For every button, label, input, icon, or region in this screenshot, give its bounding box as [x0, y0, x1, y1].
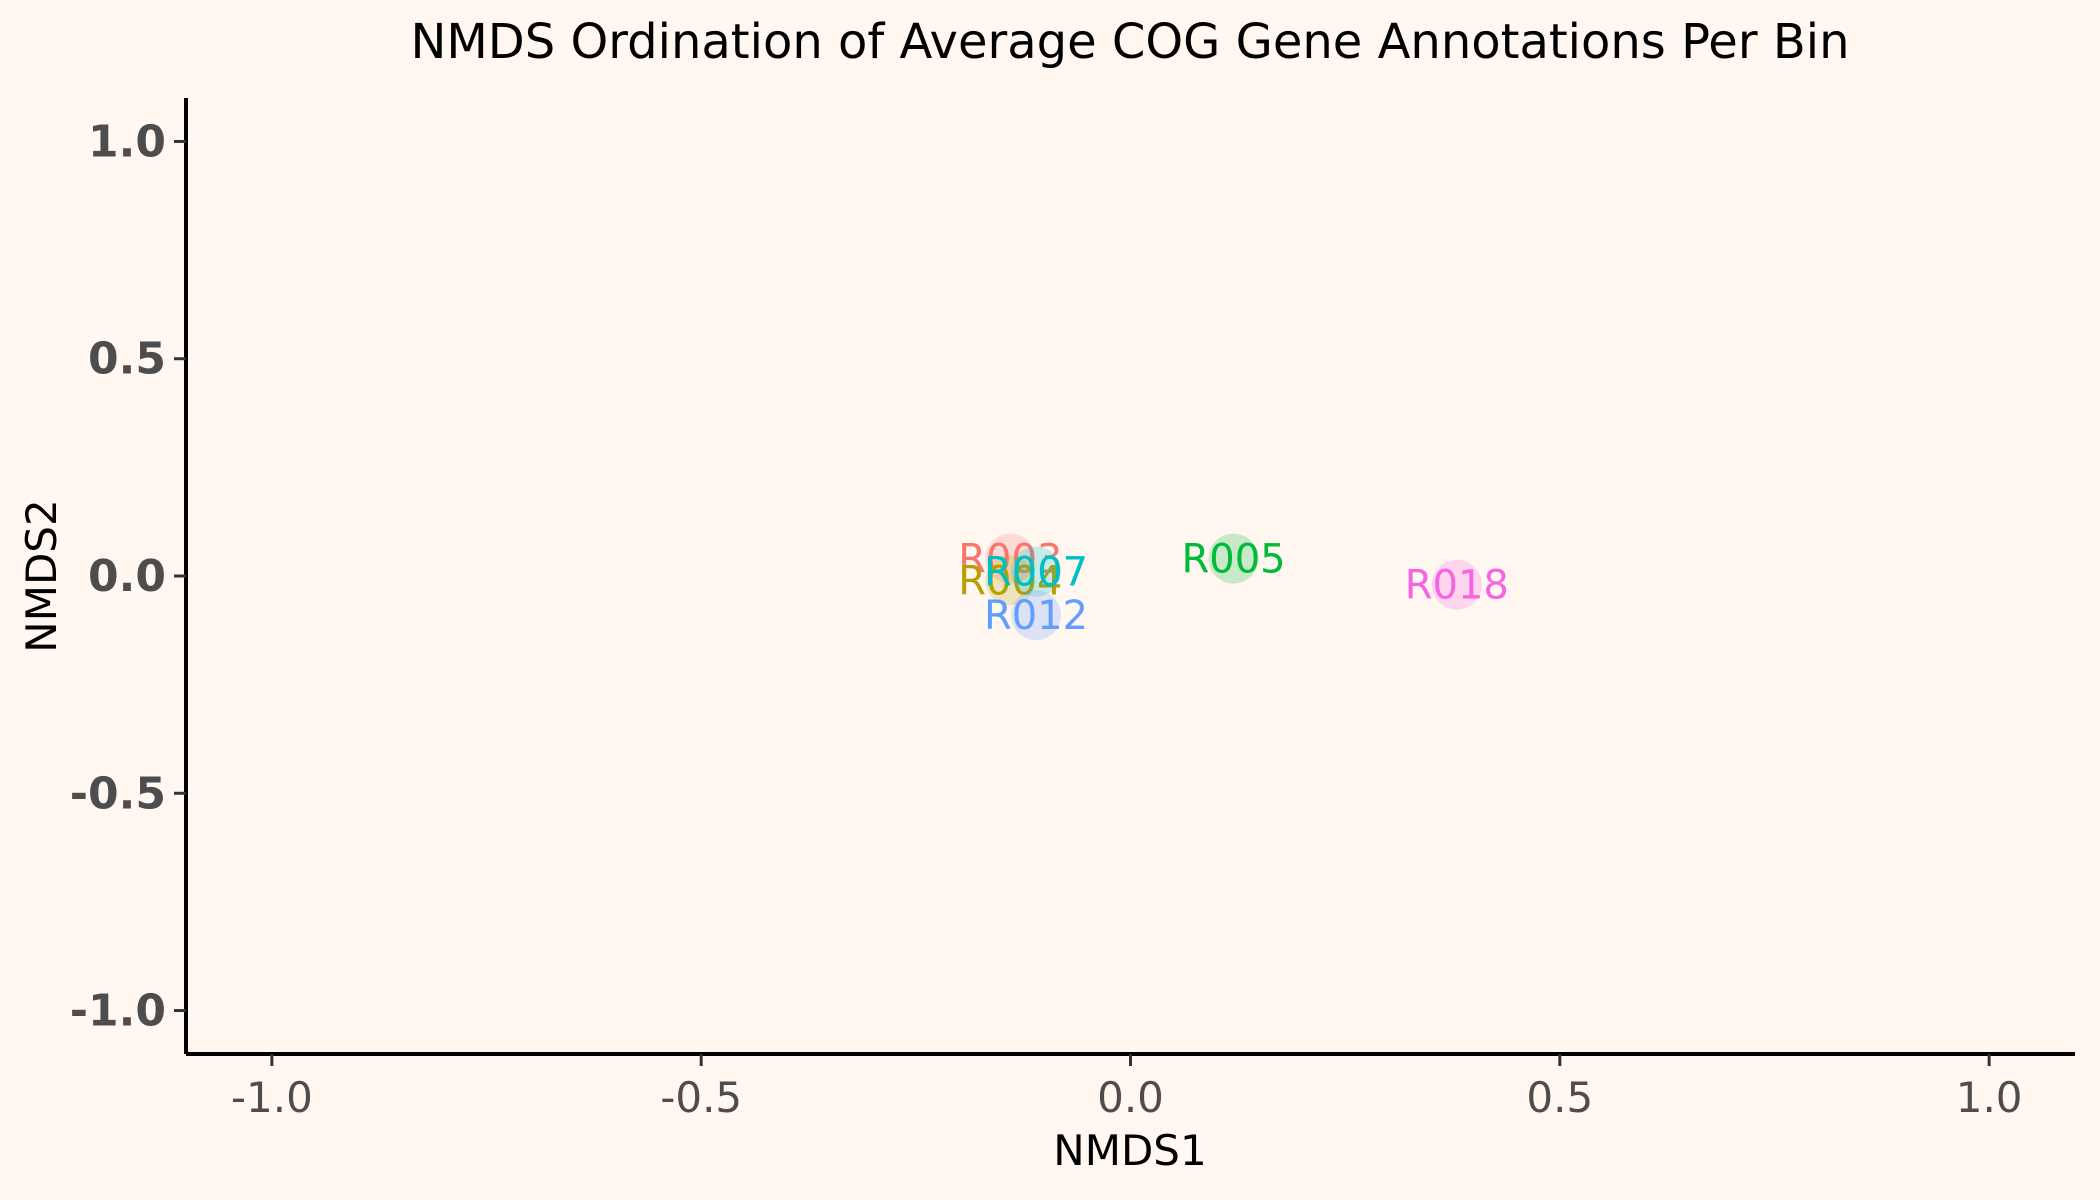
x-axis-label: NMDS1 [1053, 1126, 1206, 1175]
point-label-r018: R018 [1405, 563, 1509, 609]
data-point-r004 [985, 555, 1036, 606]
x-tick-label: 0.0 [1097, 1073, 1164, 1122]
y-tick-label: 1.0 [88, 116, 166, 167]
point-label-r012: R012 [984, 593, 1088, 639]
data-point-r005 [1208, 533, 1259, 584]
point-label-r007: R007 [984, 550, 1088, 596]
data-point-r018 [1431, 559, 1482, 610]
ticks-layer: -1.0 -0.5 0.0 0.5 1.0 1.0 0.5 0.0 -0.5 -1.0 [70, 116, 2023, 1122]
y-tick-label: -1.0 [70, 986, 166, 1037]
chart-title: NMDS Ordination of Average COG Gene Anno… [410, 14, 1849, 70]
x-tick-label: 1.0 [1956, 1073, 2023, 1122]
y-tick-label: -0.5 [70, 768, 166, 819]
y-tick-label: 0.5 [88, 334, 166, 385]
x-tick-label: -0.5 [660, 1073, 742, 1122]
y-tick-label: 0.0 [88, 551, 166, 602]
data-point-r007 [1011, 546, 1062, 597]
point-label-r005: R005 [1181, 537, 1285, 583]
y-axis-label: NMDS2 [17, 499, 66, 652]
data-point-r012 [1011, 590, 1062, 641]
x-tick-label: 0.5 [1526, 1073, 1593, 1122]
point-label-r003: R003 [958, 537, 1062, 583]
point-label-r004: R004 [958, 558, 1062, 604]
x-tick-label: -1.0 [231, 1073, 313, 1122]
data-point-r003 [985, 533, 1036, 584]
